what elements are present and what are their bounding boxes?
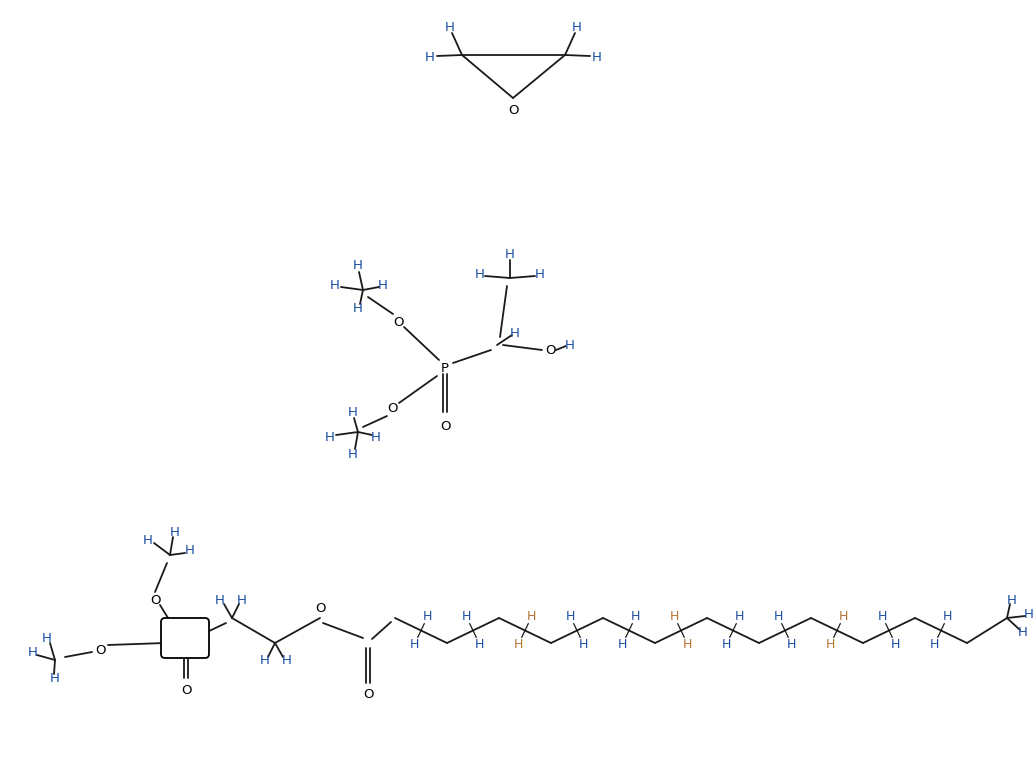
Text: H: H	[462, 611, 471, 624]
Text: H: H	[422, 611, 432, 624]
Text: H: H	[28, 645, 38, 659]
Text: H: H	[878, 611, 887, 624]
Text: H: H	[774, 611, 783, 624]
Text: H: H	[42, 632, 52, 645]
Text: H: H	[572, 21, 582, 33]
Text: P: P	[441, 362, 449, 374]
Text: H: H	[215, 594, 225, 607]
Text: O: O	[181, 683, 191, 696]
Text: H: H	[1007, 594, 1016, 607]
Text: H: H	[510, 326, 520, 339]
Text: H: H	[839, 611, 848, 624]
Text: H: H	[348, 406, 358, 418]
Text: O: O	[363, 689, 373, 702]
Text: H: H	[513, 638, 523, 651]
Text: O: O	[508, 104, 519, 117]
Text: O: O	[386, 401, 398, 414]
Text: H: H	[1024, 608, 1033, 621]
Text: H: H	[890, 638, 900, 651]
Text: H: H	[371, 431, 381, 444]
Text: Abs: Abs	[176, 633, 194, 643]
Text: H: H	[378, 278, 388, 291]
Text: H: H	[475, 267, 484, 281]
Text: H: H	[505, 247, 514, 261]
Text: H: H	[825, 638, 836, 651]
Text: O: O	[315, 601, 325, 615]
Text: H: H	[331, 278, 340, 291]
Text: H: H	[683, 638, 692, 651]
Text: H: H	[353, 258, 363, 271]
Text: H: H	[237, 594, 247, 607]
Text: H: H	[535, 267, 545, 281]
Text: H: H	[787, 638, 796, 651]
Text: H: H	[260, 655, 270, 668]
Text: H: H	[669, 611, 679, 624]
FancyBboxPatch shape	[161, 618, 209, 658]
Text: H: H	[170, 526, 180, 540]
Text: H: H	[425, 50, 435, 63]
Text: H: H	[631, 611, 640, 624]
Text: H: H	[722, 638, 731, 651]
Text: H: H	[943, 611, 952, 624]
Text: H: H	[592, 50, 602, 63]
Text: H: H	[353, 301, 363, 315]
Text: H: H	[282, 655, 292, 668]
Text: H: H	[618, 638, 627, 651]
Text: H: H	[565, 339, 575, 352]
Text: H: H	[578, 638, 588, 651]
Text: H: H	[348, 448, 358, 461]
Text: O: O	[393, 315, 403, 329]
Text: H: H	[475, 638, 484, 651]
Text: H: H	[185, 544, 195, 557]
Text: O: O	[95, 643, 105, 656]
Text: O: O	[440, 420, 450, 433]
Text: H: H	[143, 533, 153, 547]
Text: H: H	[410, 638, 419, 651]
Text: H: H	[566, 611, 575, 624]
Text: H: H	[50, 672, 60, 685]
Text: H: H	[734, 611, 744, 624]
Text: H: H	[325, 431, 335, 444]
Text: O: O	[544, 343, 556, 356]
Text: H: H	[445, 21, 455, 33]
Text: O: O	[150, 594, 160, 607]
Text: H: H	[1019, 625, 1028, 638]
Text: H: H	[930, 638, 939, 651]
Text: H: H	[527, 611, 536, 624]
